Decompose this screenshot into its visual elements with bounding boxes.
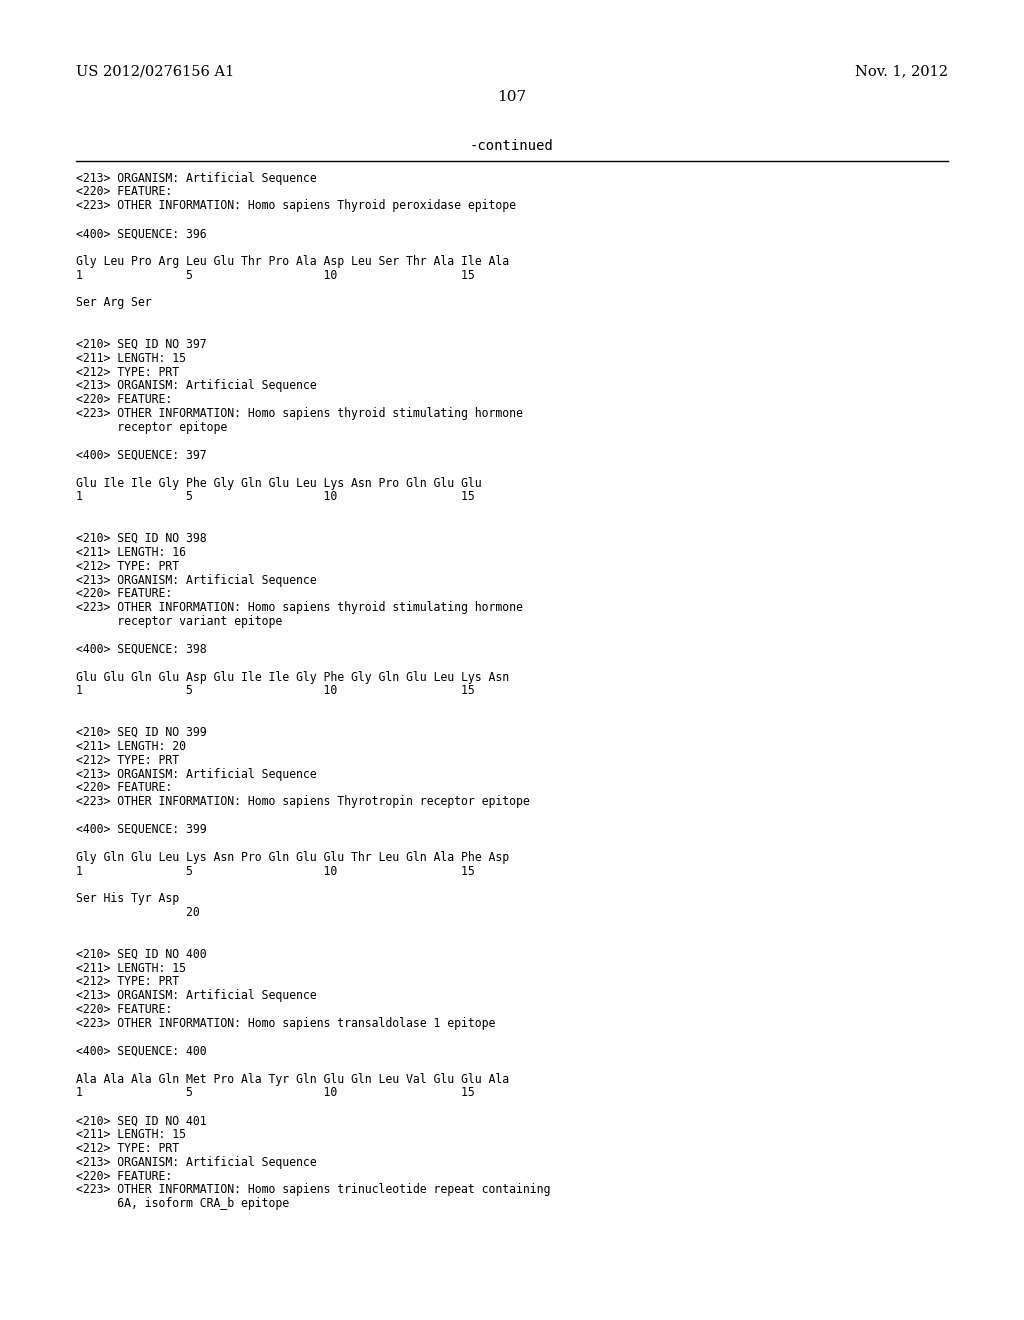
Text: <213> ORGANISM: Artificial Sequence: <213> ORGANISM: Artificial Sequence: [76, 573, 316, 586]
Text: <400> SEQUENCE: 399: <400> SEQUENCE: 399: [76, 824, 207, 836]
Text: Gly Gln Glu Leu Lys Asn Pro Gln Glu Glu Thr Leu Gln Ala Phe Asp: Gly Gln Glu Leu Lys Asn Pro Gln Glu Glu …: [76, 851, 509, 863]
Text: -continued: -continued: [470, 139, 554, 153]
Text: <212> TYPE: PRT: <212> TYPE: PRT: [76, 975, 179, 989]
Text: Ser Arg Ser: Ser Arg Ser: [76, 297, 152, 309]
Text: <213> ORGANISM: Artificial Sequence: <213> ORGANISM: Artificial Sequence: [76, 380, 316, 392]
Text: <223> OTHER INFORMATION: Homo sapiens thyroid stimulating hormone: <223> OTHER INFORMATION: Homo sapiens th…: [76, 602, 522, 614]
Text: <400> SEQUENCE: 398: <400> SEQUENCE: 398: [76, 643, 207, 656]
Text: <210> SEQ ID NO 397: <210> SEQ ID NO 397: [76, 338, 207, 351]
Text: <223> OTHER INFORMATION: Homo sapiens Thyrotropin receptor epitope: <223> OTHER INFORMATION: Homo sapiens Th…: [76, 795, 529, 808]
Text: <223> OTHER INFORMATION: Homo sapiens trinucleotide repeat containing: <223> OTHER INFORMATION: Homo sapiens tr…: [76, 1184, 550, 1196]
Text: Ala Ala Ala Gln Met Pro Ala Tyr Gln Glu Gln Leu Val Glu Glu Ala: Ala Ala Ala Gln Met Pro Ala Tyr Gln Glu …: [76, 1072, 509, 1085]
Text: <220> FEATURE:: <220> FEATURE:: [76, 393, 172, 407]
Text: <210> SEQ ID NO 398: <210> SEQ ID NO 398: [76, 532, 207, 545]
Text: Glu Glu Gln Glu Asp Glu Ile Ile Gly Phe Gly Gln Glu Leu Lys Asn: Glu Glu Gln Glu Asp Glu Ile Ile Gly Phe …: [76, 671, 509, 684]
Text: <213> ORGANISM: Artificial Sequence: <213> ORGANISM: Artificial Sequence: [76, 1156, 316, 1168]
Text: <210> SEQ ID NO 400: <210> SEQ ID NO 400: [76, 948, 207, 961]
Text: 1               5                   10                  15: 1 5 10 15: [76, 269, 474, 281]
Text: <223> OTHER INFORMATION: Homo sapiens Thyroid peroxidase epitope: <223> OTHER INFORMATION: Homo sapiens Th…: [76, 199, 516, 213]
Text: Glu Ile Ile Gly Phe Gly Gln Glu Leu Lys Asn Pro Gln Glu Glu: Glu Ile Ile Gly Phe Gly Gln Glu Leu Lys …: [76, 477, 481, 490]
Text: US 2012/0276156 A1: US 2012/0276156 A1: [76, 65, 234, 79]
Text: <212> TYPE: PRT: <212> TYPE: PRT: [76, 560, 179, 573]
Text: Gly Leu Pro Arg Leu Glu Thr Pro Ala Asp Leu Ser Thr Ala Ile Ala: Gly Leu Pro Arg Leu Glu Thr Pro Ala Asp …: [76, 255, 509, 268]
Text: <211> LENGTH: 15: <211> LENGTH: 15: [76, 961, 185, 974]
Text: <210> SEQ ID NO 401: <210> SEQ ID NO 401: [76, 1114, 207, 1127]
Text: 6A, isoform CRA_b epitope: 6A, isoform CRA_b epitope: [76, 1197, 289, 1210]
Text: <213> ORGANISM: Artificial Sequence: <213> ORGANISM: Artificial Sequence: [76, 172, 316, 185]
Text: <212> TYPE: PRT: <212> TYPE: PRT: [76, 754, 179, 767]
Text: <223> OTHER INFORMATION: Homo sapiens transaldolase 1 epitope: <223> OTHER INFORMATION: Homo sapiens tr…: [76, 1018, 496, 1030]
Text: <223> OTHER INFORMATION: Homo sapiens thyroid stimulating hormone: <223> OTHER INFORMATION: Homo sapiens th…: [76, 407, 522, 420]
Text: <400> SEQUENCE: 396: <400> SEQUENCE: 396: [76, 227, 207, 240]
Text: <211> LENGTH: 16: <211> LENGTH: 16: [76, 546, 185, 558]
Text: <400> SEQUENCE: 400: <400> SEQUENCE: 400: [76, 1045, 207, 1057]
Text: <213> ORGANISM: Artificial Sequence: <213> ORGANISM: Artificial Sequence: [76, 768, 316, 780]
Text: 1               5                   10                  15: 1 5 10 15: [76, 865, 474, 878]
Text: receptor epitope: receptor epitope: [76, 421, 227, 434]
Text: 1               5                   10                  15: 1 5 10 15: [76, 491, 474, 503]
Text: Nov. 1, 2012: Nov. 1, 2012: [855, 65, 948, 79]
Text: <210> SEQ ID NO 399: <210> SEQ ID NO 399: [76, 726, 207, 739]
Text: <213> ORGANISM: Artificial Sequence: <213> ORGANISM: Artificial Sequence: [76, 990, 316, 1002]
Text: receptor variant epitope: receptor variant epitope: [76, 615, 282, 628]
Text: <220> FEATURE:: <220> FEATURE:: [76, 587, 172, 601]
Text: <212> TYPE: PRT: <212> TYPE: PRT: [76, 366, 179, 379]
Text: <211> LENGTH: 20: <211> LENGTH: 20: [76, 741, 185, 752]
Text: <220> FEATURE:: <220> FEATURE:: [76, 781, 172, 795]
Text: <220> FEATURE:: <220> FEATURE:: [76, 186, 172, 198]
Text: Ser His Tyr Asp: Ser His Tyr Asp: [76, 892, 179, 906]
Text: <400> SEQUENCE: 397: <400> SEQUENCE: 397: [76, 449, 207, 462]
Text: <211> LENGTH: 15: <211> LENGTH: 15: [76, 1127, 185, 1140]
Text: <220> FEATURE:: <220> FEATURE:: [76, 1170, 172, 1183]
Text: 107: 107: [498, 90, 526, 104]
Text: 1               5                   10                  15: 1 5 10 15: [76, 1086, 474, 1100]
Text: 20: 20: [76, 906, 200, 919]
Text: <211> LENGTH: 15: <211> LENGTH: 15: [76, 351, 185, 364]
Text: <220> FEATURE:: <220> FEATURE:: [76, 1003, 172, 1016]
Text: <212> TYPE: PRT: <212> TYPE: PRT: [76, 1142, 179, 1155]
Text: 1               5                   10                  15: 1 5 10 15: [76, 685, 474, 697]
